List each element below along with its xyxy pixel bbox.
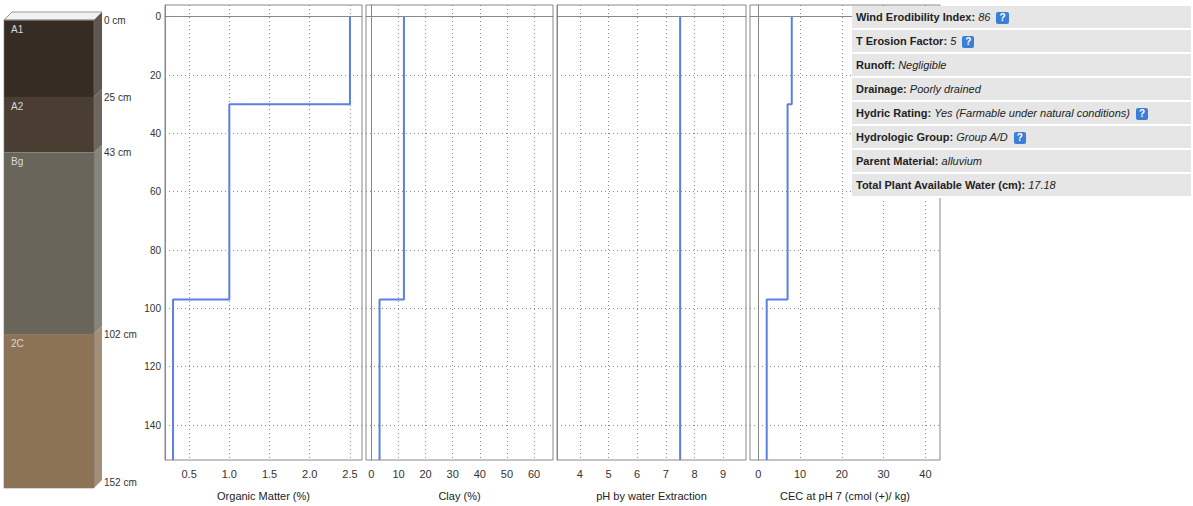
svg-text:10: 10 [794,468,806,480]
svg-text:1.0: 1.0 [222,468,237,480]
svg-text:25 cm: 25 cm [104,92,131,103]
svg-text:120: 120 [144,361,161,372]
svg-text:60: 60 [528,468,540,480]
svg-text:80: 80 [150,245,162,256]
svg-text:40: 40 [919,468,931,480]
svg-text:40: 40 [150,128,162,139]
html-text:T Erosion Factor: 5: T Erosion Factor: 5 [856,35,957,47]
svg-text:30: 30 [878,468,890,480]
svg-text:1.5: 1.5 [262,468,277,480]
html-text:Wind Erodibility Index: 86: Wind Erodibility Index: 86 [856,11,991,23]
svg-text:10: 10 [392,468,404,480]
svg-text:0 cm: 0 cm [104,15,126,26]
svg-text:A2: A2 [11,101,24,112]
svg-text:20: 20 [150,70,162,81]
svg-text:102 cm: 102 cm [104,329,137,340]
svg-text:30: 30 [447,468,459,480]
svg-text:2C: 2C [11,338,24,349]
svg-text:4: 4 [577,468,583,480]
svg-text:0: 0 [155,11,161,22]
svg-text:20: 20 [836,468,848,480]
svg-text:43 cm: 43 cm [104,147,131,158]
svg-text:Clay (%): Clay (%) [438,490,480,502]
html-text:Drainage: Poorly drained: Drainage: Poorly drained [856,83,981,95]
html-text:Runoff: Negligible: Runoff: Negligible [856,59,947,71]
html-text:Hydric Rating: Yes (Farmable u: Hydric Rating: Yes (Farmable under natur… [856,107,1130,119]
svg-text:152 cm: 152 cm [104,477,137,488]
svg-text:CEC at pH 7 (cmol (+)/ kg): CEC at pH 7 (cmol (+)/ kg) [780,490,910,502]
svg-text:Bg: Bg [11,156,23,167]
svg-text:9: 9 [720,468,726,480]
html-text:Total Plant Available Water (c: Total Plant Available Water (cm): 17.18 [856,179,1056,191]
svg-text:0.5: 0.5 [181,468,196,480]
html-text:Parent Material: alluvium: Parent Material: alluvium [856,155,982,167]
svg-text:Organic Matter (%): Organic Matter (%) [217,490,310,502]
svg-text:20: 20 [419,468,431,480]
svg-text:2.0: 2.0 [302,468,317,480]
svg-text:pH by water Extraction: pH by water Extraction [596,490,707,502]
html-text:Hydrologic Group: Group A/D: Hydrologic Group: Group A/D [856,131,1008,143]
svg-text:6: 6 [634,468,640,480]
svg-text:A1: A1 [11,24,24,35]
svg-text:2.5: 2.5 [342,468,357,480]
svg-text:40: 40 [474,468,486,480]
svg-text:0: 0 [755,468,761,480]
svg-text:100: 100 [144,303,161,314]
svg-text:5: 5 [605,468,611,480]
svg-text:140: 140 [144,420,161,431]
svg-text:8: 8 [691,468,697,480]
svg-text:60: 60 [150,186,162,197]
svg-text:7: 7 [663,468,669,480]
svg-text:50: 50 [501,468,513,480]
svg-text:0: 0 [368,468,374,480]
